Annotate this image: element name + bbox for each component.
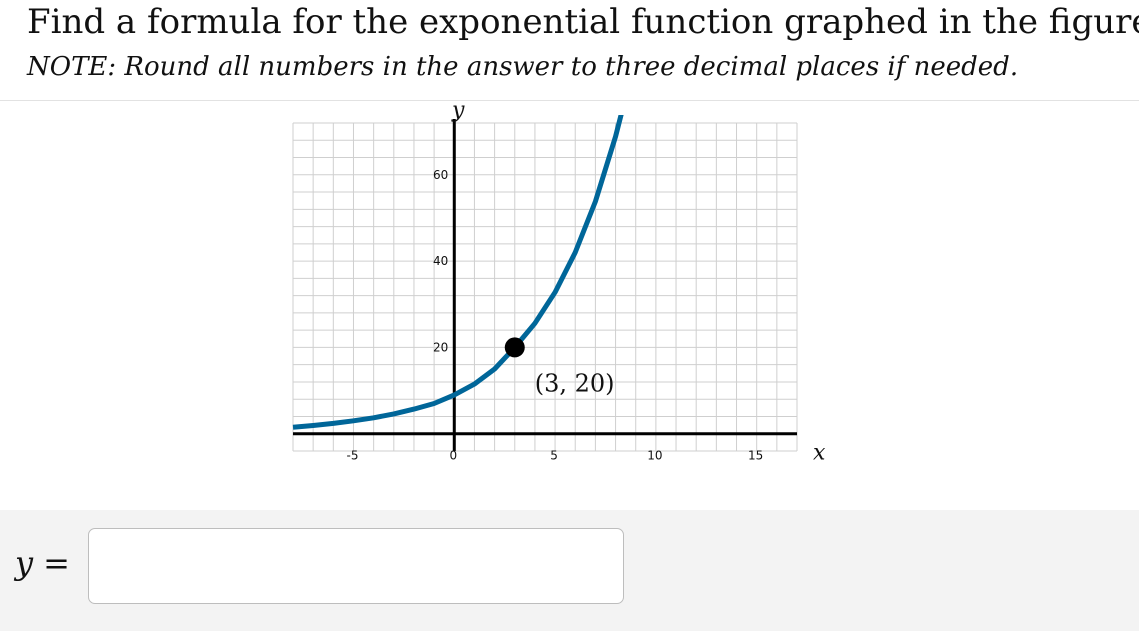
x-tick-label: 0 (449, 449, 457, 463)
y-tick-label: 40 (433, 254, 448, 268)
x-tick-label: -5 (346, 449, 358, 463)
answer-label: y = (15, 544, 70, 582)
x-tick-label: 5 (550, 449, 558, 463)
y-tick-label: 60 (433, 168, 448, 182)
x-axis-label: x (813, 441, 826, 466)
x-tick-label: 15 (748, 449, 763, 463)
graph-area: x y -5 0 5 10 15 20 40 60 (3, 20) (0, 101, 1139, 510)
answer-row: y = (0, 511, 1139, 631)
answer-variable: y (15, 544, 34, 582)
graph-ticks: -5 0 5 10 15 20 40 60 (346, 168, 763, 463)
exponential-graph: x y -5 0 5 10 15 20 40 60 (3, 20) (292, 101, 826, 466)
x-tick-label: 10 (647, 449, 662, 463)
answer-equals: = (43, 544, 70, 582)
question-note: NOTE: Round all numbers in the answer to… (27, 52, 1019, 82)
y-axis-label: y (451, 101, 465, 123)
answer-input[interactable] (88, 528, 624, 604)
question-header: Find a formula for the exponential funct… (0, 0, 1139, 101)
y-tick-label: 20 (433, 340, 448, 354)
graph-grid (292, 122, 798, 452)
graph-series (292, 115, 624, 430)
point-label: (3, 20) (535, 369, 615, 397)
point-marker (504, 337, 525, 358)
question-title: Find a formula for the exponential funct… (27, 2, 1139, 42)
exponential-curve (292, 115, 624, 430)
graph-marks: (3, 20) (504, 337, 615, 397)
